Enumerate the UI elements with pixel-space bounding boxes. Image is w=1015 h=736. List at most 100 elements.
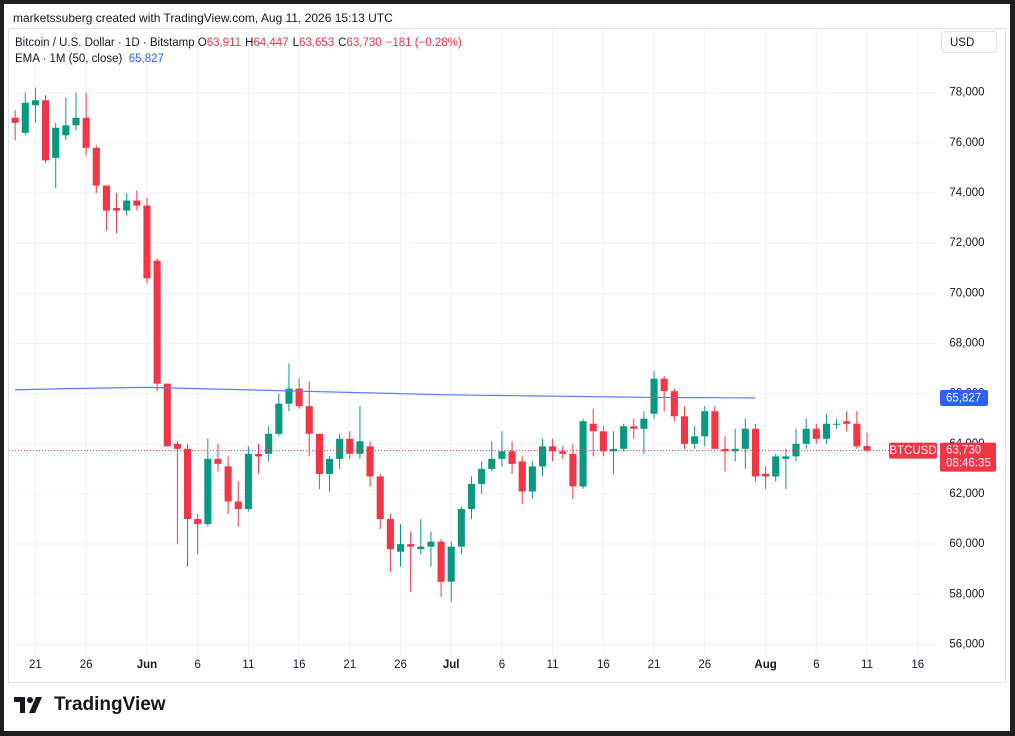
candle-body bbox=[407, 544, 415, 547]
symbol-legend: Bitcoin / U.S. Dollar · 1D · Bitstamp O6… bbox=[15, 35, 462, 51]
candle-body bbox=[640, 418, 648, 429]
x-tick-label: 6 bbox=[499, 659, 505, 671]
candle-body bbox=[356, 441, 364, 454]
candle-body bbox=[589, 423, 597, 432]
y-tick-label: 68,000 bbox=[949, 338, 984, 350]
change: −181 (−0.28%) bbox=[385, 37, 462, 49]
x-tick-label: 21 bbox=[343, 659, 356, 671]
candle-body bbox=[650, 378, 658, 414]
x-tick-label: 26 bbox=[698, 659, 711, 671]
y-tick-label: 72,000 bbox=[949, 237, 984, 249]
candle-body bbox=[325, 458, 334, 474]
x-tick-label: 11 bbox=[547, 659, 559, 671]
brand-logo[interactable]: TradingView bbox=[14, 694, 166, 716]
candle-body bbox=[183, 448, 192, 520]
candle-body bbox=[224, 466, 232, 502]
ohlc-value: 63,653 bbox=[298, 37, 335, 49]
candle-body bbox=[336, 438, 344, 459]
ohlc-value: 63,730 bbox=[346, 37, 382, 49]
candle-body bbox=[731, 448, 739, 452]
candle-body bbox=[833, 423, 841, 425]
x-tick-label: 21 bbox=[29, 659, 42, 671]
candle-body bbox=[721, 448, 729, 452]
candle-body bbox=[538, 446, 547, 467]
candle-body bbox=[751, 428, 760, 477]
ohlc-key: O bbox=[197, 37, 207, 49]
y-tick-label: 76,000 bbox=[949, 137, 984, 149]
ohlc-key: C bbox=[338, 37, 347, 49]
candle-body bbox=[569, 453, 577, 487]
candle-body bbox=[123, 200, 131, 211]
candle-body bbox=[72, 117, 80, 126]
logo-icon bbox=[14, 697, 42, 713]
x-tick-label: Jul bbox=[443, 659, 460, 671]
candle-body bbox=[305, 406, 313, 434]
candle-body bbox=[528, 466, 536, 492]
candle-body bbox=[559, 451, 567, 454]
candle-body bbox=[396, 544, 405, 552]
candle-body bbox=[609, 448, 618, 452]
candle-body bbox=[782, 456, 790, 459]
symbol-title: Bitcoin / U.S. Dollar · 1D · Bitstamp bbox=[15, 37, 195, 49]
candle-body bbox=[478, 468, 486, 484]
candle-body bbox=[234, 501, 242, 510]
ohlc-key: L bbox=[292, 37, 299, 49]
candle-body bbox=[11, 117, 19, 123]
x-tick-label: 16 bbox=[911, 659, 924, 671]
candle-body bbox=[315, 433, 323, 474]
candle-body bbox=[285, 388, 293, 404]
candle-body bbox=[488, 458, 496, 469]
legend: Bitcoin / U.S. Dollar · 1D · Bitstamp O6… bbox=[15, 35, 462, 67]
candle-body bbox=[711, 411, 719, 449]
ema-price-tag bbox=[940, 389, 988, 406]
candle-body bbox=[204, 458, 212, 525]
indicator-legend: EMA · 1M (50, close) 65,827 bbox=[15, 51, 462, 67]
candle-body bbox=[82, 117, 90, 148]
chart-panel bbox=[8, 28, 1006, 683]
x-tick-label: 21 bbox=[648, 659, 661, 671]
candle-body bbox=[549, 446, 557, 452]
candle-body bbox=[843, 421, 851, 424]
candle-body bbox=[346, 438, 354, 454]
candle-body bbox=[113, 208, 121, 211]
symbol-tag bbox=[889, 442, 937, 459]
candle-body bbox=[701, 411, 709, 437]
attribution: marketssuberg created with TradingView.c… bbox=[13, 11, 393, 25]
candle-body bbox=[143, 205, 151, 279]
candle-body bbox=[802, 428, 810, 444]
candle-body bbox=[194, 519, 202, 525]
brand-name: TradingView bbox=[54, 694, 166, 715]
ohlc-value: 63,911 bbox=[206, 37, 242, 49]
x-tick-label: 26 bbox=[394, 659, 407, 671]
candle-body bbox=[762, 473, 770, 477]
candle-body bbox=[265, 433, 273, 454]
candle-body bbox=[691, 436, 699, 444]
y-tick-label: 56,000 bbox=[949, 638, 984, 650]
candle-body bbox=[630, 426, 638, 429]
candle-body bbox=[386, 519, 394, 550]
candle-body bbox=[660, 378, 668, 392]
countdown-label: 08:46:35 bbox=[946, 458, 991, 470]
indicator-name: EMA · 1M (50, close) bbox=[15, 53, 123, 65]
candle-body bbox=[670, 391, 678, 417]
candle-body bbox=[173, 443, 181, 449]
x-tick-label: 6 bbox=[194, 659, 200, 671]
ema-line bbox=[15, 386, 756, 399]
candle-body bbox=[437, 541, 445, 582]
candle-body bbox=[92, 147, 100, 186]
candle-body bbox=[153, 260, 161, 384]
candle-body bbox=[680, 416, 689, 444]
candle-body bbox=[812, 428, 820, 439]
candle-body bbox=[822, 423, 830, 439]
candle-body bbox=[508, 451, 516, 464]
candle-body bbox=[42, 100, 50, 161]
y-tick-label: 60,000 bbox=[949, 538, 984, 550]
currency-button[interactable]: USD bbox=[941, 31, 997, 53]
x-tick-label: 6 bbox=[813, 659, 819, 671]
ohlc-value: 64,447 bbox=[253, 37, 289, 49]
candle-body bbox=[62, 125, 70, 136]
candle-body bbox=[366, 446, 374, 477]
y-tick-label: 74,000 bbox=[949, 187, 984, 199]
y-tick-label: 78,000 bbox=[949, 87, 984, 99]
